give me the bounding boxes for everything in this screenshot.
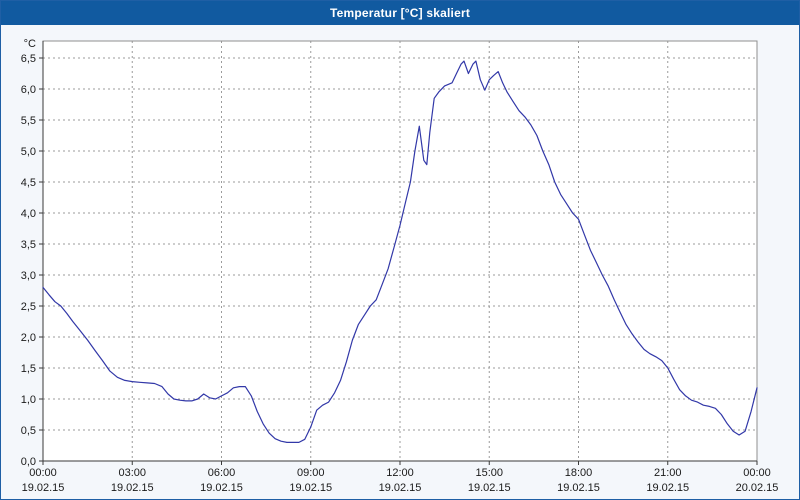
x-tick-date-label: 19.02.15 [379,482,422,494]
x-tick-time-label: 00:00 [29,467,57,479]
y-tick-label: 5,0 [21,146,36,158]
y-tick-label: 1,0 [21,394,36,406]
y-tick-label: 4,0 [21,208,36,220]
x-tick-date-label: 19.02.15 [646,482,689,494]
x-tick-time-label: 21:00 [654,467,682,479]
temperature-chart: 0,0 0,5 1,0 1,5 2,0 2,5 3,0 3,5 4,0 4,5 5,0 5,5 6,0 6… [21,38,779,494]
x-tick-time-label: 09:00 [297,467,325,479]
y-tick-label: 1,5 [21,363,36,375]
x-tick-date-label: 19.02.15 [468,482,511,494]
y-tick-label: 2,0 [21,332,36,344]
x-tick-time-label: 18:00 [565,467,593,479]
x-tick-time-label: 06:00 [208,467,236,479]
y-tick-label: 0,5 [21,425,36,437]
y-tick-label: 6,0 [21,84,36,96]
y-tick-label: 4,5 [21,177,36,189]
x-tick-time-label: 12:00 [386,467,414,479]
y-tick-label: 3,0 [21,270,36,282]
x-tick-date-label: 19.02.15 [289,482,332,494]
x-tick-time-label: 15:00 [475,467,503,479]
temperature-series-line [42,60,758,443]
y-tick-label: 3,5 [21,239,36,251]
y-tick-label: 0,0 [21,456,36,468]
x-tick-time-label: 00:00 [743,467,771,479]
title-bar: Temperatur [°C] skaliert [1,1,799,25]
chart-title: Temperatur [°C] skaliert [329,6,471,20]
y-axis-unit-label: °C [24,38,36,50]
x-tick-date-label: 20.02.15 [736,482,779,494]
x-tick-date-label: 19.02.15 [111,482,154,494]
x-tick-date-label: 19.02.15 [557,482,600,494]
x-tick-time-label: 03:00 [118,467,146,479]
y-tick-label: 2,5 [21,301,36,313]
y-tick-label: 5,5 [21,115,36,127]
x-tick-date-label: 19.02.15 [200,482,243,494]
x-tick-date-label: 19.02.15 [22,482,65,494]
y-tick-label: 6,5 [21,53,36,65]
chart-body: 0,0 0,5 1,0 1,5 2,0 2,5 3,0 3,5 4,0 4,5 5,0 5,5 6,0 6… [1,25,799,499]
